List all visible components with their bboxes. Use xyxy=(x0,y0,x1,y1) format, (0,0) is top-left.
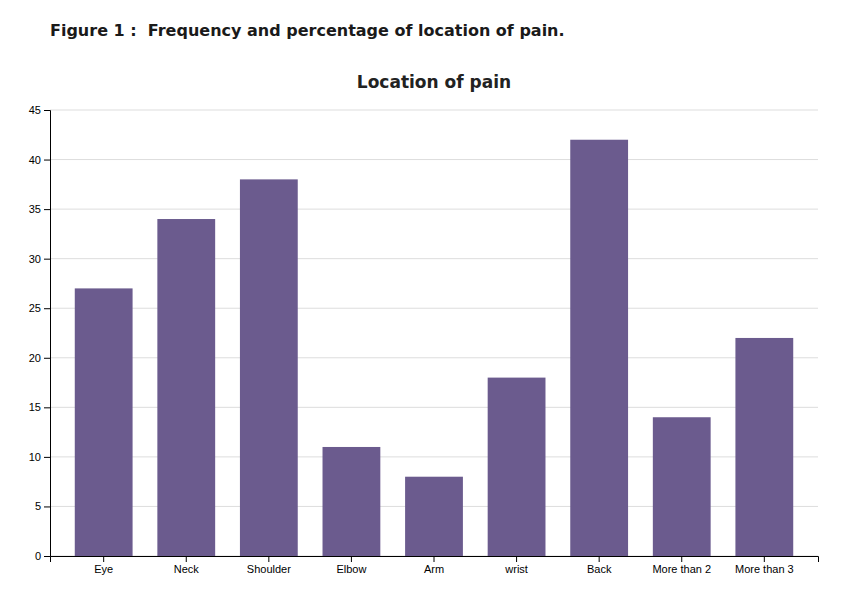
y-tick: 40 xyxy=(29,154,50,166)
bar xyxy=(653,417,711,556)
y-tick-label: 0 xyxy=(35,550,41,562)
y-tick: 20 xyxy=(29,352,50,364)
x-tick-mark xyxy=(599,556,600,562)
grid-line xyxy=(50,209,818,210)
x-axis-line xyxy=(51,557,819,563)
y-tick-label: 25 xyxy=(29,302,41,314)
bar xyxy=(323,447,381,556)
y-tick-label: 30 xyxy=(29,253,41,265)
y-tick-label: 20 xyxy=(29,352,41,364)
y-tick-mark xyxy=(44,160,50,161)
x-tick: wrist xyxy=(504,556,528,575)
y-tick-label: 15 xyxy=(29,401,41,413)
grid-line xyxy=(50,159,818,160)
y-tick-label: 35 xyxy=(29,203,41,215)
x-tick-label: More than 2 xyxy=(652,563,711,575)
x-tick: More than 3 xyxy=(735,556,794,575)
y-tick: 45 xyxy=(29,104,50,116)
y-tick: 25 xyxy=(29,302,50,314)
x-tick-label: Arm xyxy=(424,563,444,575)
y-tick: 5 xyxy=(35,500,50,512)
x-tick-label: Eye xyxy=(94,563,113,575)
bar xyxy=(405,477,463,556)
bar xyxy=(75,288,133,556)
x-tick-label: Elbow xyxy=(336,563,366,575)
bar xyxy=(488,378,546,556)
y-tick-label: 40 xyxy=(29,154,41,166)
grid xyxy=(50,110,818,556)
y-tick-label: 45 xyxy=(29,104,41,116)
y-tick: 15 xyxy=(29,401,50,413)
x-tick-label: wrist xyxy=(504,563,528,575)
x-tick: More than 2 xyxy=(652,556,711,575)
x-tick-mark xyxy=(516,556,517,562)
bars xyxy=(75,140,793,556)
x-tick-label: More than 3 xyxy=(735,563,794,575)
x-axis: Eye Neck Shoulder Elbow Arm wrist Back More tha… xyxy=(51,556,819,575)
x-tick: Back xyxy=(587,556,612,575)
x-tick-mark xyxy=(681,556,682,562)
y-tick-mark xyxy=(44,556,50,557)
x-tick-label: Back xyxy=(587,563,612,575)
y-axis: 0 5 10 15 20 25 30 35 40 45 xyxy=(29,104,51,562)
x-tick-label: Neck xyxy=(174,563,200,575)
bar xyxy=(570,140,628,556)
x-tick-mark xyxy=(268,556,269,562)
bar xyxy=(240,179,298,556)
bar xyxy=(735,338,793,556)
y-tick-label: 10 xyxy=(29,451,41,463)
x-tick-mark xyxy=(434,556,435,562)
x-tick-mark xyxy=(764,556,765,562)
y-axis-line xyxy=(44,111,51,557)
y-tick-label: 5 xyxy=(35,500,41,512)
annotation: Figure 1 : Frequency and percentage of l… xyxy=(50,21,565,40)
y-tick: 30 xyxy=(29,253,50,265)
x-tick-mark xyxy=(186,556,187,562)
bar xyxy=(157,219,215,556)
x-tick: Neck xyxy=(174,556,200,575)
y-tick: 0 xyxy=(35,550,50,562)
y-tick-mark xyxy=(44,209,50,210)
y-tick: 10 xyxy=(29,451,50,463)
y-tick-mark xyxy=(44,506,50,507)
x-tick-mark xyxy=(103,556,104,562)
x-tick-label: Shoulder xyxy=(247,563,291,575)
x-tick: Arm xyxy=(424,556,444,575)
y-tick-mark xyxy=(44,457,50,458)
grid-line xyxy=(50,110,818,111)
chart-title: Location of pain xyxy=(357,72,511,92)
chart: Figure 1 : Frequency and percentage of l… xyxy=(0,0,842,596)
x-tick: Eye xyxy=(94,556,113,575)
x-tick-mark xyxy=(351,556,352,562)
x-tick: Elbow xyxy=(336,556,366,575)
y-tick: 35 xyxy=(29,203,50,215)
y-tick-mark xyxy=(44,358,50,359)
y-tick-mark xyxy=(44,407,50,408)
y-tick-mark xyxy=(44,308,50,309)
y-tick-mark xyxy=(44,259,50,260)
x-tick: Shoulder xyxy=(247,556,291,575)
plot-area: Eye Neck Shoulder Elbow Arm wrist Back More tha… xyxy=(29,104,819,575)
y-tick-mark xyxy=(44,110,50,111)
